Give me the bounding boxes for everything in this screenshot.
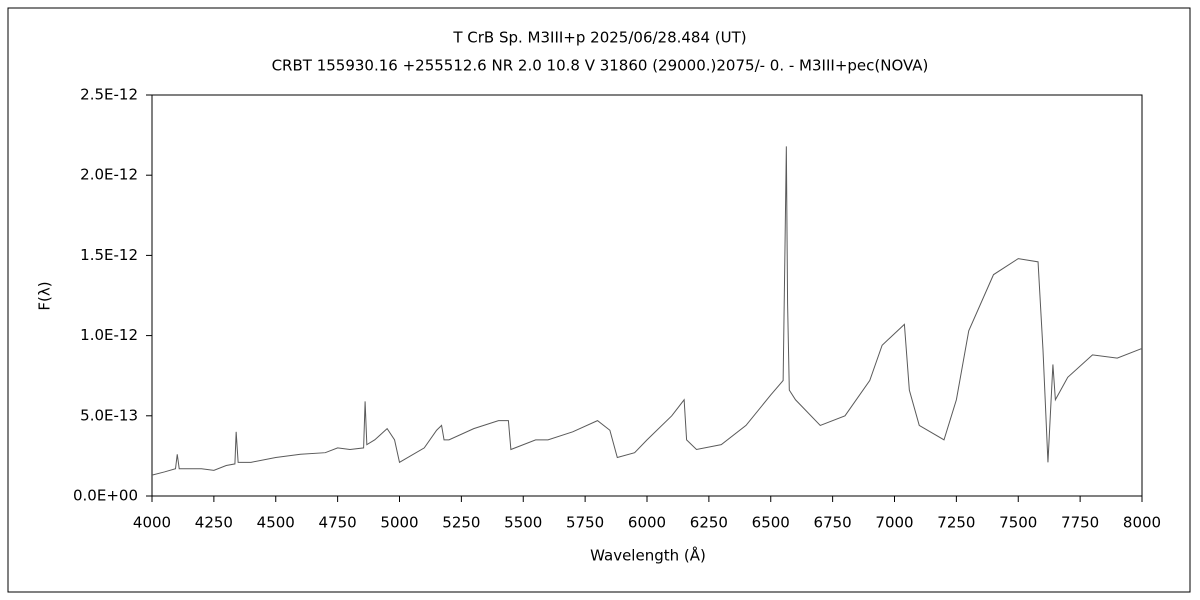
chart-subtitle: CRBT 155930.16 +255512.6 NR 2.0 10.8 V 3…	[272, 57, 929, 75]
x-tick-label: 5000	[380, 514, 418, 532]
y-tick-label: 0.0E+00	[73, 487, 138, 505]
x-tick-label: 7000	[875, 514, 913, 532]
plot-area	[151, 94, 1143, 497]
y-tick-label: 2.5E-12	[80, 86, 138, 104]
y-tick-label: 2.0E-12	[80, 166, 138, 184]
chart-title: T CrB Sp. M3III+p 2025/06/28.484 (UT)	[452, 29, 746, 47]
x-tick-label: 8000	[1123, 514, 1161, 532]
x-tick-label: 6000	[628, 514, 666, 532]
spectrum-line	[151, 146, 1143, 476]
x-tick-label: 6250	[690, 514, 728, 532]
x-tick-label: 5500	[504, 514, 542, 532]
y-tick-label: 5.0E-13	[80, 406, 138, 424]
x-tick-label: 4500	[257, 514, 295, 532]
x-tick-label: 4750	[319, 514, 357, 532]
y-axis-label: F(λ)	[36, 281, 54, 310]
x-tick-label: 7750	[1061, 514, 1099, 532]
x-tick-label: 4000	[133, 514, 171, 532]
y-tick-label: 1.5E-12	[80, 246, 138, 264]
x-tick-label: 5250	[442, 514, 480, 532]
y-tick-label: 1.0E-12	[80, 326, 138, 344]
frame	[7, 7, 1191, 593]
x-tick-label: 5750	[566, 514, 604, 532]
x-axis-label: Wavelength (Å)	[590, 546, 706, 565]
x-tick-label: 6750	[814, 514, 852, 532]
x-tick-label: 6500	[752, 514, 790, 532]
x-tick-label: 7250	[937, 514, 975, 532]
x-tick-label: 7500	[999, 514, 1037, 532]
x-tick-label: 4250	[195, 514, 233, 532]
